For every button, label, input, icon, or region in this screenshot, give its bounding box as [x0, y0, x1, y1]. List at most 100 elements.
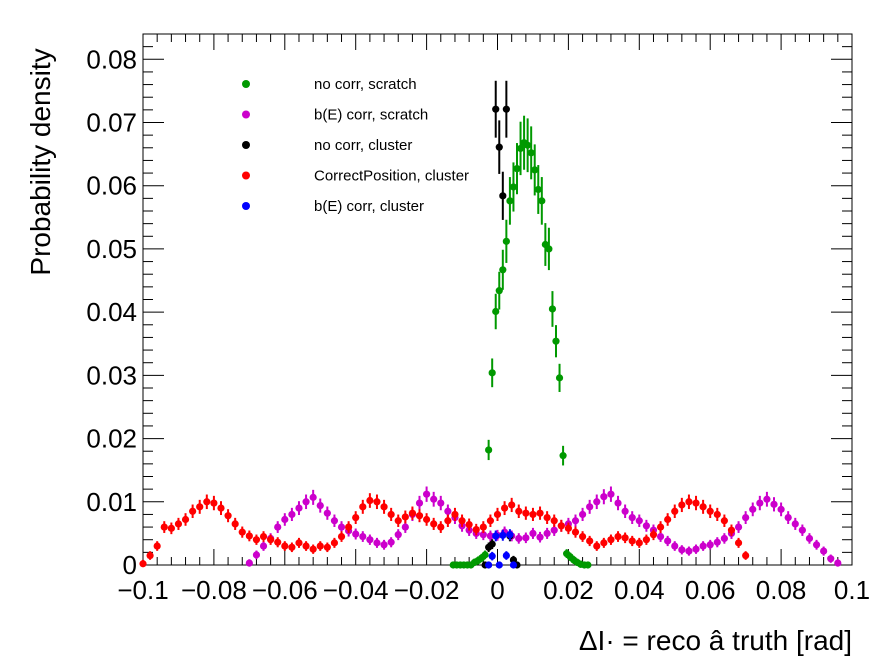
data-point	[586, 537, 594, 545]
data-point	[685, 547, 693, 555]
legend-marker	[242, 80, 250, 88]
data-point	[502, 105, 510, 113]
data-point	[495, 287, 503, 295]
data-point	[628, 513, 636, 522]
data-point	[479, 531, 487, 539]
series	[139, 493, 750, 568]
data-point	[550, 517, 558, 525]
data-point	[302, 542, 310, 550]
data-point	[777, 505, 785, 513]
data-point	[153, 542, 161, 550]
data-point	[359, 503, 367, 511]
data-point	[337, 532, 346, 541]
data-point	[548, 305, 557, 313]
data-point	[217, 504, 225, 512]
data-point	[373, 539, 381, 547]
data-point	[345, 523, 353, 531]
data-point	[295, 539, 303, 547]
data-point	[827, 555, 835, 563]
data-point	[245, 532, 253, 540]
data-point	[692, 499, 700, 507]
data-point	[458, 517, 466, 525]
x-tick-label: −0.08	[181, 575, 247, 605]
x-tick-label: 0.06	[685, 575, 736, 605]
data-point	[600, 493, 608, 501]
data-point	[578, 532, 587, 541]
data-point	[492, 307, 500, 316]
y-axis-label: Probability density	[25, 48, 56, 275]
data-point	[529, 510, 537, 519]
y-tick-label: 0.01	[86, 487, 137, 517]
data-point	[656, 532, 665, 541]
data-point	[727, 526, 736, 534]
data-point	[499, 531, 507, 539]
data-point	[337, 523, 346, 531]
data-point	[509, 561, 518, 569]
data-point	[756, 499, 764, 507]
data-point	[492, 532, 500, 540]
data-point	[527, 149, 535, 157]
data-point	[656, 523, 665, 531]
data-point	[635, 539, 643, 547]
legend-marker	[242, 141, 250, 149]
data-point	[635, 517, 643, 525]
data-point	[295, 504, 303, 512]
data-point	[699, 503, 707, 511]
data-point	[531, 166, 539, 174]
data-point	[706, 507, 714, 515]
data-point	[550, 526, 558, 534]
data-point	[238, 528, 246, 536]
data-point	[196, 503, 204, 511]
data-point	[394, 517, 402, 525]
y-tick-label: 0.08	[86, 44, 137, 74]
data-point	[401, 513, 409, 521]
data-point	[499, 266, 507, 274]
data-point	[742, 551, 750, 560]
data-point	[742, 513, 750, 522]
data-point	[524, 141, 532, 149]
data-point	[281, 542, 289, 550]
data-point	[495, 561, 503, 569]
data-point	[401, 523, 409, 531]
legend-label: no corr, scratch	[314, 76, 417, 93]
data-point	[559, 452, 567, 460]
data-point	[189, 507, 197, 515]
data-point	[538, 197, 546, 205]
data-point	[515, 534, 523, 543]
data-point	[763, 495, 771, 503]
data-point	[465, 520, 473, 529]
x-tick-label: 0.1	[834, 575, 870, 605]
data-series	[139, 80, 842, 569]
x-tick-labels: −0.1 −0.08 −0.06 −0.04 −0.02 0 0.02 0.04 0.06 0.0…	[117, 575, 870, 605]
data-point	[231, 520, 239, 528]
data-point	[259, 532, 268, 541]
legend-marker	[242, 202, 250, 210]
data-point	[685, 498, 693, 506]
data-point	[488, 540, 496, 548]
data-point	[664, 515, 672, 524]
data-point	[820, 547, 828, 555]
data-point	[571, 528, 580, 536]
data-point	[586, 503, 594, 511]
data-point	[552, 337, 560, 345]
data-point	[678, 546, 686, 554]
data-point	[628, 537, 636, 545]
data-point	[502, 237, 510, 245]
data-point	[509, 556, 518, 564]
data-point	[692, 545, 700, 553]
data-point	[706, 541, 714, 549]
data-point	[486, 532, 495, 540]
data-point	[492, 105, 500, 113]
data-point	[408, 509, 417, 517]
data-point	[671, 542, 679, 550]
data-point	[274, 538, 282, 546]
series	[245, 486, 842, 567]
data-point	[423, 515, 431, 524]
x-axis-label: ΔΙ· = reco â truth [rad]	[579, 625, 852, 656]
data-point	[614, 532, 622, 541]
data-point	[798, 526, 806, 534]
data-point	[593, 542, 601, 550]
data-point	[288, 510, 296, 519]
data-point	[664, 537, 672, 545]
data-point	[274, 523, 282, 531]
